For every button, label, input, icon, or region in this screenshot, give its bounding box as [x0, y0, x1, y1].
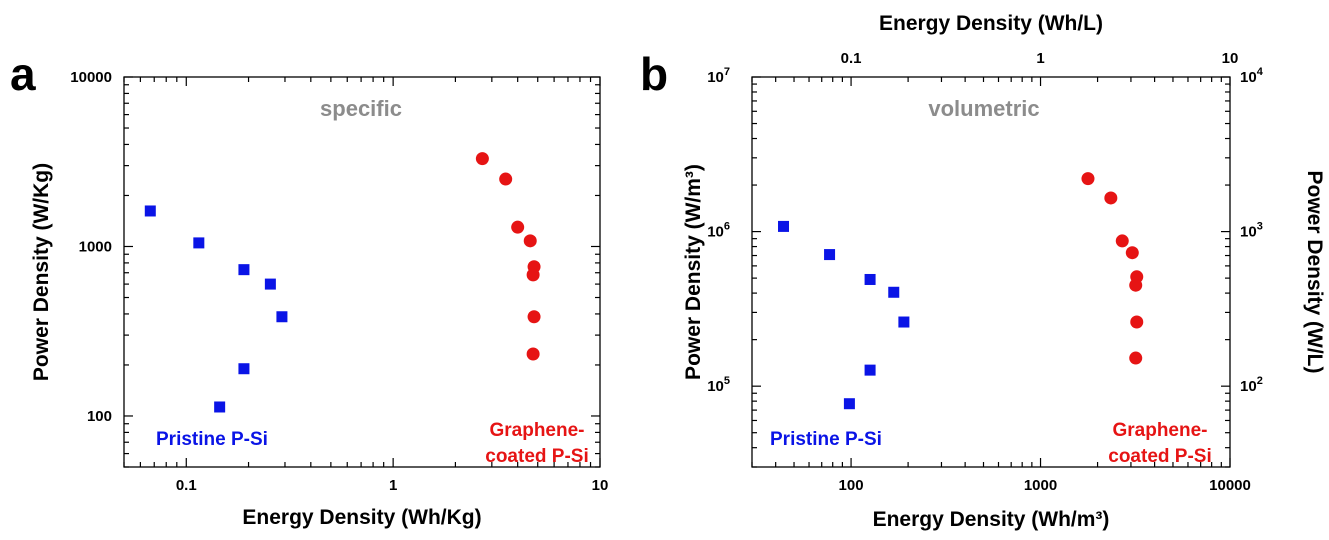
- data-point-circle: [527, 310, 541, 324]
- corner-label: volumetric: [928, 96, 1039, 121]
- x-top-axis-title: Energy Density (Wh/L): [879, 12, 1103, 35]
- y-tick-label-exponent: 6: [724, 221, 730, 233]
- y-right-tick-label-exponent: 3: [1257, 221, 1263, 233]
- data-point-circle: [1125, 246, 1139, 260]
- data-point-circle: [1104, 191, 1118, 205]
- y-tick-label: 105: [707, 375, 730, 395]
- y-tick-label: 1000: [79, 238, 112, 255]
- panel-a: 0.1 1 10 100 1000 10000 Energy Density (Wh/Kg)…: [10, 48, 608, 529]
- data-point-square: [264, 278, 276, 290]
- data-point-circle: [523, 234, 537, 248]
- panel-letter: b: [640, 48, 668, 100]
- series-label: Graphene-: [1112, 420, 1207, 441]
- series-label: Pristine P-Si: [770, 429, 882, 450]
- x-axis-title: Energy Density (Wh/Kg): [242, 506, 481, 529]
- data-point-circle: [511, 220, 525, 234]
- data-point-circle: [499, 172, 513, 186]
- x-tick-label: 10: [592, 477, 609, 494]
- x-axis-title: Energy Density (Wh/m³): [873, 508, 1110, 531]
- x-top-tick-label: 1: [1036, 50, 1044, 67]
- x-tick-label: 1: [389, 477, 397, 494]
- data-point-circle: [1129, 278, 1143, 292]
- data-point-circle: [1129, 351, 1143, 365]
- data-point-circle: [1130, 315, 1144, 329]
- y-axis-title: Power Density (W/Kg): [30, 163, 53, 381]
- x-tick-label: 100: [839, 477, 864, 494]
- plot-frame: [751, 76, 1231, 468]
- data-point-square: [888, 286, 900, 298]
- data-point-square: [778, 220, 790, 232]
- x-top-tick-label: 0.1: [841, 50, 862, 67]
- corner-label: specific: [320, 96, 402, 121]
- y-tick-label-exponent: 7: [724, 66, 730, 78]
- data-point-square: [214, 401, 226, 413]
- y-right-tick-label-exponent: 4: [1257, 66, 1264, 78]
- data-point-square: [238, 264, 250, 276]
- data-point-square: [864, 364, 876, 376]
- data-point-circle: [526, 347, 540, 361]
- panel-letter: a: [10, 48, 36, 100]
- data-point-square: [238, 363, 250, 375]
- x-tick-label: 10000: [1209, 477, 1251, 494]
- plot-frame: [123, 76, 601, 468]
- y-right-axis-title: Power Density (W/L): [1303, 170, 1326, 373]
- data-point-square: [864, 273, 876, 285]
- y-right-tick-label: 102: [1240, 375, 1263, 395]
- y-tick-label: 100: [87, 408, 112, 425]
- data-point-square: [193, 237, 205, 249]
- y-right-tick-label-exponent: 2: [1257, 375, 1263, 387]
- series-label: coated P-Si: [1108, 446, 1211, 467]
- data-point-circle: [526, 268, 540, 282]
- data-point-square: [276, 311, 288, 323]
- data-point-square: [843, 398, 855, 410]
- y-right-tick-label: 103: [1240, 221, 1263, 241]
- x-tick-label: 1000: [1024, 477, 1057, 494]
- series-label: coated P-Si: [485, 446, 588, 467]
- y-axis-title: Power Density (W/m³): [682, 164, 705, 380]
- x-tick-label: 0.1: [176, 477, 197, 494]
- y-tick-label: 10000: [70, 69, 112, 86]
- y-tick-label: 107: [707, 66, 730, 86]
- series-label: Graphene-: [489, 420, 584, 441]
- y-tick-label: 106: [707, 221, 730, 241]
- data-point-circle: [475, 152, 489, 166]
- y-right-tick-label: 104: [1240, 66, 1264, 86]
- data-point-circle: [1081, 172, 1095, 186]
- x-top-tick-label: 10: [1222, 50, 1239, 67]
- panel-b: 100 1000 10000 105 106 107 0.1 1 10 102 103 104 Ener…: [640, 12, 1326, 531]
- data-point-square: [824, 249, 836, 261]
- data-point-square: [898, 316, 910, 328]
- data-point-circle: [1115, 234, 1129, 248]
- data-point-square: [144, 205, 156, 217]
- y-tick-label-exponent: 5: [724, 375, 730, 387]
- series-label: Pristine P-Si: [156, 429, 268, 450]
